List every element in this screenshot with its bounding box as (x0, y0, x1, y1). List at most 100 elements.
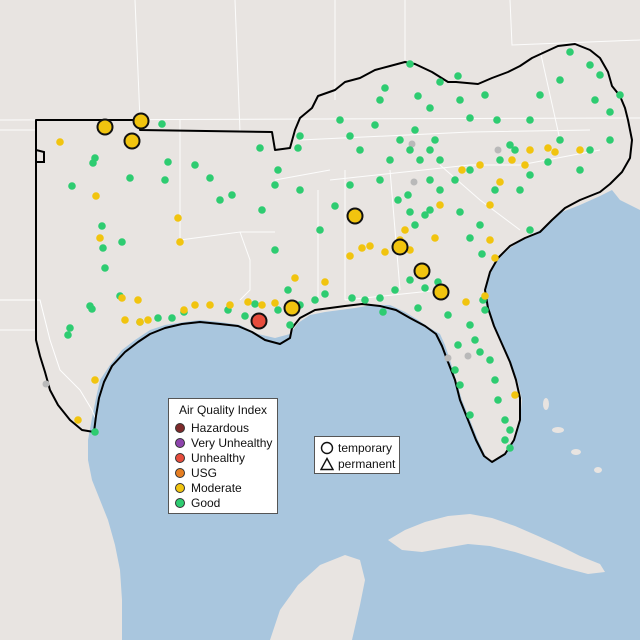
good-monitor-marker[interactable] (466, 114, 474, 122)
moderate-monitor-marker[interactable] (486, 236, 494, 244)
moderate-monitor-marker[interactable] (462, 298, 470, 306)
good-monitor-marker[interactable] (311, 296, 319, 304)
good-monitor-marker[interactable] (274, 166, 282, 174)
good-monitor-marker[interactable] (98, 222, 106, 230)
good-monitor-marker[interactable] (386, 156, 394, 164)
moderate-monitor-marker[interactable] (321, 278, 329, 286)
good-monitor-marker[interactable] (241, 312, 249, 320)
good-monitor-marker[interactable] (454, 72, 462, 80)
good-monitor-marker[interactable] (494, 396, 502, 404)
good-monitor-marker[interactable] (394, 196, 402, 204)
good-monitor-marker[interactable] (68, 182, 76, 190)
moderate-monitor-marker[interactable] (508, 156, 516, 164)
good-monitor-marker[interactable] (154, 314, 162, 322)
good-monitor-marker[interactable] (493, 116, 501, 124)
good-monitor-marker[interactable] (286, 321, 294, 329)
moderate-monitor-marker[interactable] (551, 148, 559, 156)
good-monitor-marker[interactable] (454, 341, 462, 349)
moderate-monitor-marker[interactable] (92, 192, 100, 200)
unhealthy-temporary-marker[interactable] (250, 312, 268, 330)
good-monitor-marker[interactable] (406, 60, 414, 68)
moderate-monitor-marker[interactable] (511, 391, 519, 399)
good-monitor-marker[interactable] (89, 159, 97, 167)
good-monitor-marker[interactable] (566, 48, 574, 56)
good-monitor-marker[interactable] (331, 202, 339, 210)
good-monitor-marker[interactable] (506, 426, 514, 434)
good-monitor-marker[interactable] (426, 104, 434, 112)
good-monitor-marker[interactable] (91, 428, 99, 436)
moderate-monitor-marker[interactable] (496, 178, 504, 186)
moderate-monitor-marker[interactable] (358, 244, 366, 252)
good-monitor-marker[interactable] (586, 61, 594, 69)
good-monitor-marker[interactable] (256, 144, 264, 152)
moderate-monitor-marker[interactable] (144, 316, 152, 324)
moderate-monitor-marker[interactable] (118, 294, 126, 302)
good-monitor-marker[interactable] (271, 246, 279, 254)
moderate-monitor-marker[interactable] (436, 201, 444, 209)
inactive-monitor-marker[interactable] (42, 380, 50, 388)
good-monitor-marker[interactable] (228, 191, 236, 199)
moderate-monitor-marker[interactable] (491, 254, 499, 262)
good-monitor-marker[interactable] (466, 234, 474, 242)
good-monitor-marker[interactable] (346, 132, 354, 140)
moderate-monitor-marker[interactable] (521, 161, 529, 169)
good-monitor-marker[interactable] (481, 91, 489, 99)
good-monitor-marker[interactable] (274, 306, 282, 314)
moderate-monitor-marker[interactable] (121, 316, 129, 324)
good-monitor-marker[interactable] (526, 171, 534, 179)
good-monitor-marker[interactable] (511, 146, 519, 154)
inactive-monitor-marker[interactable] (464, 352, 472, 360)
moderate-monitor-marker[interactable] (74, 416, 82, 424)
good-monitor-marker[interactable] (316, 226, 324, 234)
good-monitor-marker[interactable] (126, 174, 134, 182)
inactive-monitor-marker[interactable] (410, 178, 418, 186)
moderate-monitor-marker[interactable] (244, 298, 252, 306)
moderate-monitor-marker[interactable] (56, 138, 64, 146)
good-monitor-marker[interactable] (431, 136, 439, 144)
good-monitor-marker[interactable] (101, 264, 109, 272)
good-monitor-marker[interactable] (376, 176, 384, 184)
good-monitor-marker[interactable] (544, 158, 552, 166)
moderate-temporary-marker[interactable] (132, 112, 150, 130)
inactive-monitor-marker[interactable] (444, 354, 452, 362)
moderate-monitor-marker[interactable] (176, 238, 184, 246)
good-monitor-marker[interactable] (88, 305, 96, 313)
good-monitor-marker[interactable] (376, 96, 384, 104)
good-monitor-marker[interactable] (294, 144, 302, 152)
good-monitor-marker[interactable] (451, 176, 459, 184)
moderate-temporary-marker[interactable] (391, 238, 409, 256)
moderate-monitor-marker[interactable] (271, 299, 279, 307)
moderate-temporary-marker[interactable] (413, 262, 431, 280)
good-monitor-marker[interactable] (426, 176, 434, 184)
good-monitor-marker[interactable] (506, 444, 514, 452)
good-monitor-marker[interactable] (99, 244, 107, 252)
good-monitor-marker[interactable] (426, 146, 434, 154)
good-monitor-marker[interactable] (158, 120, 166, 128)
good-monitor-marker[interactable] (606, 108, 614, 116)
good-monitor-marker[interactable] (456, 208, 464, 216)
good-monitor-marker[interactable] (216, 196, 224, 204)
good-monitor-marker[interactable] (516, 186, 524, 194)
good-monitor-marker[interactable] (406, 208, 414, 216)
good-monitor-marker[interactable] (191, 161, 199, 169)
good-monitor-marker[interactable] (466, 411, 474, 419)
good-monitor-marker[interactable] (321, 290, 329, 298)
good-monitor-marker[interactable] (168, 314, 176, 322)
good-monitor-marker[interactable] (586, 146, 594, 154)
moderate-monitor-marker[interactable] (96, 234, 104, 242)
good-monitor-marker[interactable] (606, 136, 614, 144)
moderate-temporary-marker[interactable] (432, 283, 450, 301)
good-monitor-marker[interactable] (284, 286, 292, 294)
good-monitor-marker[interactable] (596, 71, 604, 79)
moderate-monitor-marker[interactable] (136, 318, 144, 326)
good-monitor-marker[interactable] (404, 191, 412, 199)
good-monitor-marker[interactable] (486, 356, 494, 364)
good-monitor-marker[interactable] (466, 166, 474, 174)
good-monitor-marker[interactable] (258, 206, 266, 214)
moderate-monitor-marker[interactable] (206, 301, 214, 309)
moderate-monitor-marker[interactable] (431, 234, 439, 242)
good-monitor-marker[interactable] (451, 366, 459, 374)
good-monitor-marker[interactable] (421, 211, 429, 219)
good-monitor-marker[interactable] (336, 116, 344, 124)
